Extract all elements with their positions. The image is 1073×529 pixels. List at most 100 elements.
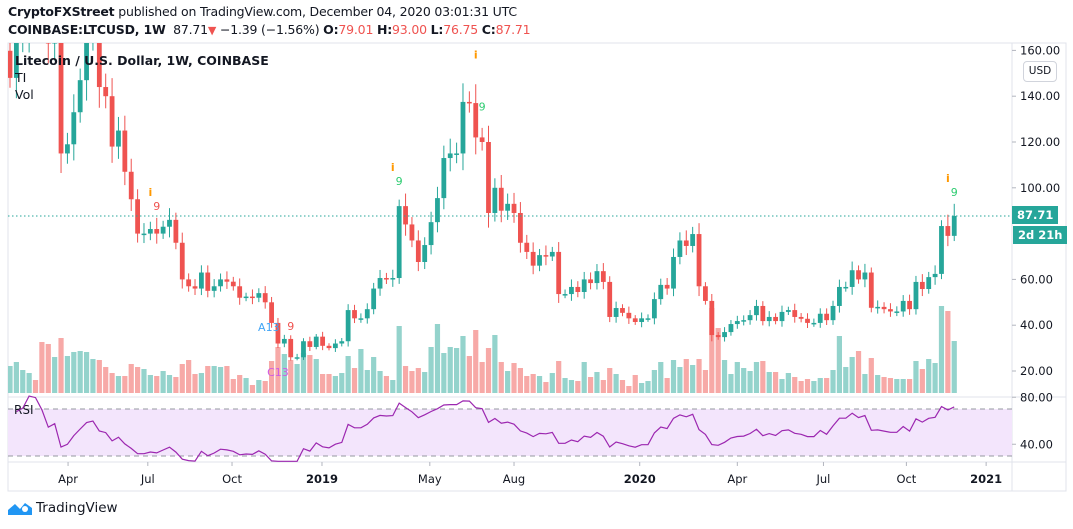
volume-bar [670,360,677,393]
volume-bar [709,308,715,393]
volume-bar [804,379,811,393]
candle-body [479,137,485,142]
volume-bar [913,361,919,393]
symbol-info: COINBASE:LTCUSD, 1W 87.71▼ −1.39 (−1.56%… [8,22,531,37]
volume-bar [358,349,364,393]
candle-body [403,206,408,225]
indicator-volume[interactable]: Vol [15,87,34,102]
candle-body [760,305,766,322]
volume-bar [562,378,568,393]
price-change: −1.39 (−1.56%) [219,22,320,37]
volume-bar [268,361,275,393]
volume-bar [536,376,543,393]
candle-body [109,96,115,147]
candle-body [709,300,715,336]
candle-body [779,311,785,322]
candle-body [722,332,727,338]
currency-button[interactable]: USD [1023,61,1057,82]
chart-title: Litecoin / U.S. Dollar, 1W, COINBASE [15,53,269,68]
high-value: 93.00 [392,22,427,37]
volume-bar [830,370,836,393]
volume-bar [773,372,779,393]
volume-bar [154,376,160,393]
volume-bar [45,344,51,393]
candle-body [919,281,925,290]
candle-body [747,315,753,321]
volume-bar [135,367,141,393]
candle-body [511,203,517,213]
candle-body [460,101,466,154]
volume-bar [237,375,243,393]
volume-bar [875,375,881,393]
candle-body [371,288,377,310]
price-tick-label: 60.00 [1020,272,1053,286]
volume-bar [160,371,166,393]
indicator-ti[interactable]: TI [15,70,27,85]
volume-bar [894,379,900,393]
candle-body [13,43,19,78]
candle-body [160,226,166,234]
tradingview-logo[interactable]: TradingView [8,500,118,516]
candle-body [256,293,262,298]
candle-body [492,187,498,213]
candle-body [824,313,830,321]
candle-body [20,28,25,39]
candle-body [154,229,160,234]
candle-body [613,308,619,317]
volume-bar [817,378,823,393]
volume-bar [198,373,204,393]
candle-body [71,112,77,145]
time-tick-label: Jul [816,472,831,486]
candle-body [141,233,147,236]
volume-bar [192,374,198,393]
candle-body [135,199,140,234]
time-tick-label: Oct [222,472,242,486]
candle-body [830,305,836,321]
volume-bar [549,373,555,393]
bar-countdown-label: 2d 21h [1013,226,1068,244]
volume-bar [798,381,804,393]
volume-bar [434,324,441,393]
candle-body [773,316,778,322]
candle-body [422,245,428,262]
price-tick-label: 40.00 [1020,318,1053,332]
volume-bar [300,353,307,393]
candle-body [843,286,849,289]
candle-body [128,171,134,200]
volume-bar [556,361,562,393]
published-text: published on TradingView.com, December 0… [118,4,517,19]
candle-body [91,28,96,39]
candle-body [862,272,868,280]
volume-bar [230,379,236,393]
volume-bar [753,362,760,393]
volume-bar [613,374,619,393]
last-price-label: 87.71 [1012,206,1059,224]
candle-body [447,153,453,159]
candle-body [690,234,696,246]
volume-bar [849,357,855,393]
candle-body [594,271,600,284]
price-tick-label: 120.00 [1020,135,1060,149]
volume-bar [607,368,613,393]
candle-body [856,270,861,280]
volume-bar [843,367,849,393]
volume-bar [377,371,383,393]
volume-bar [281,354,287,393]
volume-bar [26,373,32,393]
rsi-label: RSI [14,403,34,417]
time-tick-label: Oct [896,472,916,486]
candle-body [658,284,664,300]
candle-body [205,272,211,291]
candle-body [530,251,536,266]
candle-body [626,312,632,319]
candle-body [288,338,294,358]
candle-body [945,226,951,236]
candle-body [524,242,530,252]
candle-body [313,336,319,347]
candle-body [728,324,734,333]
candle-body [415,240,421,262]
candle-body [620,308,625,313]
volume-bar [498,362,504,393]
volume-bar [862,374,868,393]
